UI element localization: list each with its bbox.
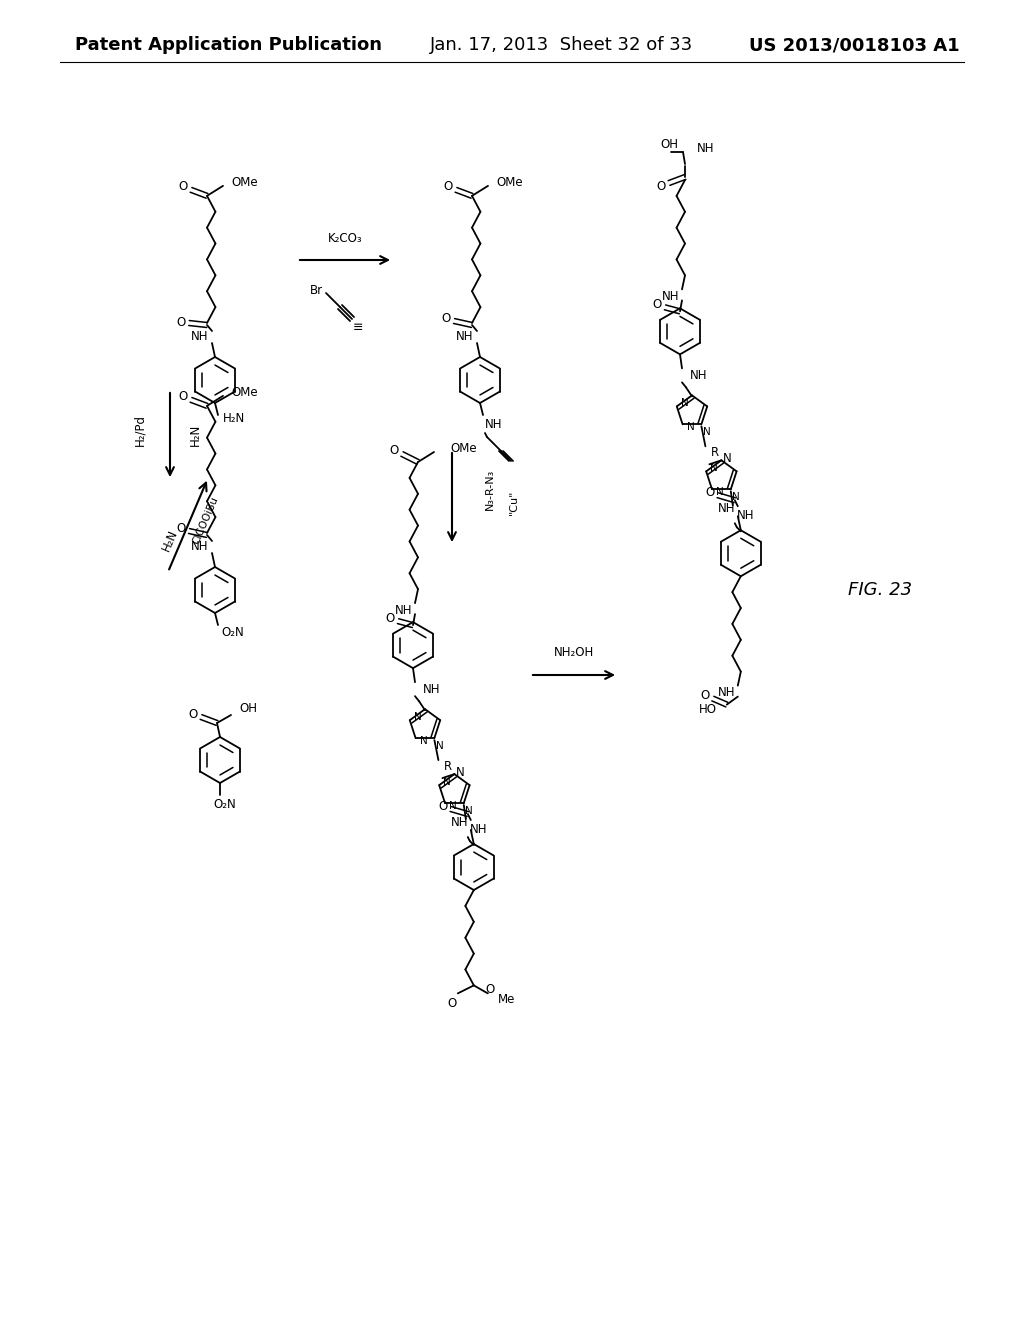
Text: H₂N: H₂N (223, 412, 246, 425)
Text: HO: HO (698, 704, 717, 717)
Text: ClCOOiBu: ClCOOiBu (191, 495, 220, 545)
Text: O: O (485, 983, 495, 995)
Text: O: O (438, 800, 447, 813)
Text: O: O (656, 180, 666, 193)
Text: O: O (389, 445, 398, 458)
Text: N: N (435, 741, 443, 751)
Text: O: O (447, 997, 457, 1010)
Text: N: N (702, 428, 711, 437)
Text: Me: Me (498, 993, 515, 1006)
Text: NH: NH (697, 141, 715, 154)
Text: "Cu": "Cu" (509, 490, 519, 515)
Text: O: O (652, 298, 662, 310)
Text: Br: Br (310, 284, 324, 297)
Text: NH: NH (718, 686, 735, 700)
Text: NH: NH (423, 682, 440, 696)
Text: NH: NH (395, 603, 413, 616)
Text: N: N (443, 777, 451, 787)
Text: US 2013/0018103 A1: US 2013/0018103 A1 (750, 36, 961, 54)
Text: OH: OH (660, 137, 678, 150)
Text: N: N (465, 807, 473, 816)
Text: NH: NH (485, 418, 503, 432)
Text: O: O (385, 611, 394, 624)
Text: N: N (716, 487, 724, 498)
Text: H₂N: H₂N (160, 527, 180, 553)
Text: N₃-R-N₃: N₃-R-N₃ (485, 469, 495, 510)
Text: NH: NH (690, 368, 708, 381)
Text: OMe: OMe (231, 177, 258, 189)
Text: N: N (723, 451, 732, 465)
Text: Jan. 17, 2013  Sheet 32 of 33: Jan. 17, 2013 Sheet 32 of 33 (430, 36, 693, 54)
Text: O: O (443, 181, 453, 193)
Text: O: O (176, 315, 185, 329)
Text: O₂N: O₂N (221, 627, 245, 639)
Text: O: O (706, 486, 715, 499)
Text: NH: NH (191, 330, 209, 343)
Text: OMe: OMe (450, 441, 476, 454)
Text: N: N (687, 422, 694, 433)
Text: N: N (420, 737, 427, 746)
Text: OMe: OMe (497, 177, 523, 189)
Text: O: O (178, 391, 187, 404)
Text: NH: NH (191, 540, 209, 553)
Text: N: N (732, 492, 739, 502)
Text: H₂N: H₂N (188, 424, 202, 446)
Text: OH: OH (239, 702, 257, 715)
Text: N: N (414, 713, 422, 722)
Text: N: N (681, 399, 689, 408)
Text: H₂/Pd: H₂/Pd (133, 414, 146, 446)
Text: N: N (456, 766, 465, 779)
Text: NH: NH (737, 508, 755, 521)
Text: O: O (178, 181, 187, 193)
Text: O: O (700, 689, 710, 702)
Text: O: O (188, 708, 198, 721)
Text: Patent Application Publication: Patent Application Publication (75, 36, 382, 54)
Text: O: O (176, 521, 185, 535)
Text: R: R (444, 759, 453, 772)
Text: NH: NH (663, 290, 680, 302)
Text: O₂N: O₂N (214, 799, 237, 812)
Text: NH: NH (457, 330, 474, 342)
Text: K₂CO₃: K₂CO₃ (328, 231, 362, 244)
Text: NH₂OH: NH₂OH (554, 647, 594, 660)
Text: N: N (450, 801, 457, 810)
Text: O: O (441, 312, 451, 325)
Text: NH: NH (470, 822, 487, 836)
Text: NH: NH (451, 816, 469, 829)
Text: FIG. 23: FIG. 23 (848, 581, 912, 599)
Text: ≡: ≡ (352, 321, 364, 334)
Text: OMe: OMe (231, 387, 258, 400)
Text: R: R (712, 446, 720, 459)
Text: NH: NH (718, 502, 735, 515)
Text: N: N (711, 463, 718, 474)
